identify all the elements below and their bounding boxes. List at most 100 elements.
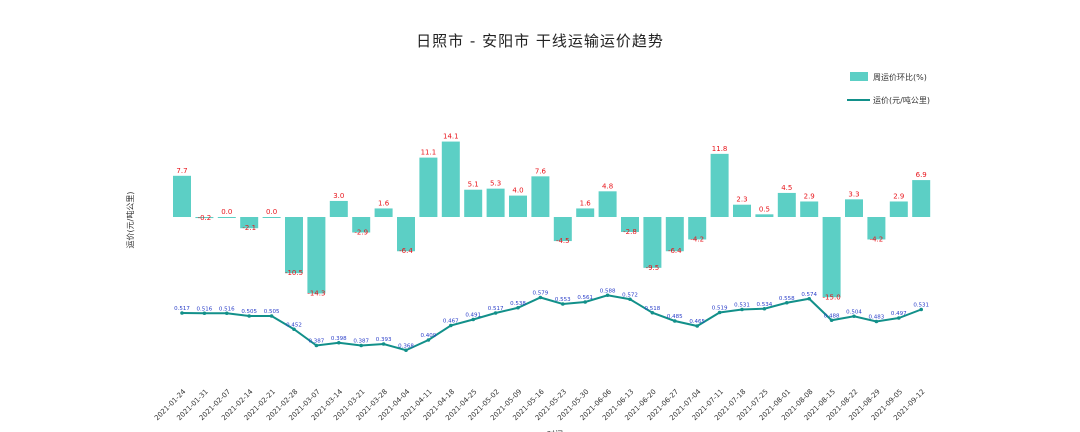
- bar: [912, 180, 931, 217]
- price-data-label: 0.409: [421, 333, 437, 339]
- price-data-label: 0.538: [510, 301, 526, 307]
- bar: [822, 217, 841, 298]
- price-point: [852, 314, 856, 319]
- bar-data-label: 4.0: [512, 187, 523, 195]
- bar-data-label: -6.4: [399, 247, 413, 255]
- bar: [777, 192, 796, 217]
- bar: [665, 217, 684, 252]
- bar-data-label: 11.8: [712, 145, 728, 153]
- price-data-label: 0.517: [488, 306, 504, 312]
- price-data-label: 0.483: [869, 315, 885, 321]
- bar: [217, 217, 236, 218]
- line-layer: 0.517 0.516 0.516 0.505 0.505 0.452 0.387 0.398…: [174, 288, 929, 353]
- price-data-label: 0.534: [757, 302, 773, 308]
- bar: [688, 217, 707, 240]
- price-data-label: 0.574: [801, 292, 817, 298]
- bar: [307, 217, 326, 294]
- x-axis: 2021-01-242021-01-312021-02-072021-02-14…: [153, 387, 927, 422]
- bar-data-label: 3.3: [848, 190, 859, 198]
- bar-data-label: 0.0: [221, 208, 232, 216]
- bar-data-label: -4.2: [690, 235, 704, 243]
- bar-data-label: 4.8: [602, 182, 613, 190]
- bar: [486, 188, 505, 217]
- price-point: [247, 314, 251, 318]
- price-data-label: 0.588: [600, 288, 616, 294]
- price-data-label: 0.561: [577, 295, 593, 301]
- price-data-label: 0.558: [779, 296, 795, 302]
- legend-label-bar: 周运价环比(%): [873, 72, 927, 82]
- price-point: [829, 318, 834, 323]
- bar: [643, 217, 662, 268]
- bar: [419, 157, 438, 217]
- price-data-label: 0.467: [443, 319, 459, 325]
- price-point: [269, 314, 274, 318]
- price-point: [919, 307, 923, 312]
- bar-data-label: 3.0: [333, 192, 344, 200]
- bar-data-label: 0.0: [266, 208, 277, 216]
- bar-data-label: 2.9: [893, 192, 904, 200]
- price-point: [426, 338, 431, 342]
- bar: [374, 208, 393, 217]
- bar-data-label: 14.1: [443, 133, 459, 141]
- bar-data-label: 7.7: [176, 167, 187, 175]
- legend-label-line: 运价(元/吨公里): [873, 95, 930, 105]
- price-point: [359, 343, 364, 348]
- bar-data-label: -6.4: [668, 247, 682, 255]
- price-data-label: 0.531: [734, 303, 750, 309]
- bar-data-label: 7.6: [535, 167, 547, 175]
- price-point: [202, 311, 207, 316]
- price-data-label: 0.519: [712, 306, 728, 312]
- bar: [598, 191, 617, 217]
- price-data-label: 0.579: [533, 291, 549, 297]
- price-data-label: 0.465: [689, 319, 705, 325]
- price-point: [493, 311, 498, 315]
- bar-data-label: -4.5: [556, 237, 570, 245]
- price-point: [673, 319, 677, 323]
- bar: [285, 217, 303, 274]
- price-data-label: 0.485: [667, 314, 683, 320]
- bar-data-label: 11.1: [421, 149, 437, 157]
- bar: [531, 176, 550, 217]
- price-data-label: 0.516: [197, 306, 213, 312]
- price-point: [337, 340, 341, 345]
- bar-data-label: -0.2: [198, 214, 212, 222]
- bar-data-label: 2.3: [736, 196, 747, 204]
- bar: [710, 153, 729, 217]
- price-point: [605, 293, 610, 298]
- bar-data-label: 5.3: [490, 180, 501, 188]
- price-data-label: 0.572: [622, 292, 638, 298]
- bar-data-label: -2.8: [623, 228, 637, 236]
- bar-data-label: 2.9: [804, 192, 815, 200]
- price-data-label: 0.518: [645, 306, 661, 312]
- bar: [352, 217, 371, 233]
- bar: [329, 200, 348, 217]
- bar-data-label: 0.5: [759, 205, 770, 213]
- price-data-label: 0.517: [174, 306, 190, 312]
- price-point: [695, 324, 699, 328]
- price-data-label: 0.505: [264, 309, 280, 315]
- bar-data-label: -9.5: [646, 264, 660, 272]
- price-data-label: 0.398: [331, 336, 347, 342]
- bar: [464, 189, 483, 217]
- price-line: [181, 294, 922, 352]
- bar-data-label: -4.2: [870, 235, 884, 243]
- price-data-label: 0.531: [913, 303, 929, 309]
- bar: [195, 217, 214, 219]
- price-point: [717, 310, 722, 315]
- bar-data-label: 4.5: [781, 184, 792, 192]
- bar-data-label: 5.1: [468, 181, 479, 189]
- price-point: [897, 316, 901, 320]
- price-point: [381, 342, 386, 346]
- price-point: [583, 300, 587, 304]
- bar: [621, 217, 639, 232]
- price-point: [650, 310, 655, 315]
- bar-data-label: 1.6: [378, 199, 390, 207]
- price-point: [471, 317, 476, 322]
- price-data-label: 0.505: [241, 309, 257, 315]
- bar-data-label: -10.5: [285, 269, 303, 277]
- y-axis-title: 运价(元/吨公里): [125, 192, 135, 249]
- bar-data-label: -2.1: [242, 224, 256, 232]
- bar: [889, 201, 908, 217]
- price-point: [516, 305, 520, 310]
- bar: [800, 201, 819, 217]
